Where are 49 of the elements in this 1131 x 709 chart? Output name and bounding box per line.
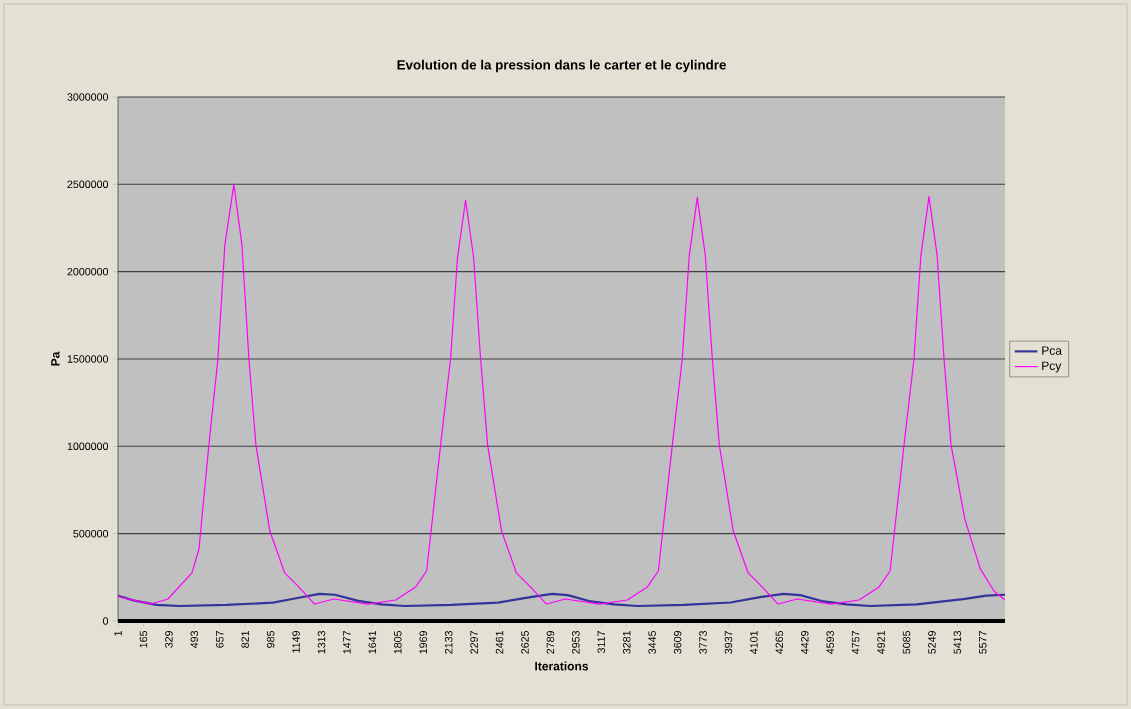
x-tick-label: 493 — [190, 630, 199, 649]
x-tick-label: 4101 — [750, 631, 758, 654]
line-series — [118, 592, 1005, 608]
y-tick-label: 0 — [102, 617, 109, 625]
legend-label: Pcy — [1042, 361, 1062, 373]
x-tick-label: 5413 — [953, 630, 962, 654]
y-axis-title: Pa — [51, 351, 60, 366]
x-tick-label: 2625 — [521, 630, 529, 654]
x-tick-label: 4429 — [801, 631, 809, 654]
x-tick-label: 1313 — [317, 630, 326, 654]
x-tick-label: 3773 — [699, 630, 707, 654]
y-tick-label: 1500000 — [67, 355, 109, 363]
x-tick-label: 985 — [266, 630, 275, 648]
x-tick-label: 1 — [114, 631, 122, 636]
y-tick-label: 2500000 — [67, 180, 109, 189]
y-tick-label: 1000000 — [67, 442, 109, 451]
x-tick-label: 5249 — [928, 631, 936, 654]
x-tick-label: 2953 — [572, 630, 580, 654]
y-tick-label: 500000 — [73, 529, 109, 538]
x-tick-label: 1477 — [343, 631, 351, 654]
x-axis-title: Iterations — [535, 661, 589, 671]
x-tick-label: 1805 — [394, 630, 402, 654]
x-tick-label: 5085 — [902, 630, 911, 654]
x-tick-label: 3281 — [622, 631, 631, 654]
x-tick-label: 2461 — [495, 631, 504, 654]
chart-title: Evolution de la pression dans le carter et le cylindre — [397, 59, 726, 73]
x-tick-label: 1641 — [368, 631, 377, 654]
x-tick-label: 657 — [215, 631, 224, 648]
x-tick-label: 165 — [139, 630, 148, 648]
y-tick-label: 2000000 — [67, 267, 109, 276]
x-tick-label: 5577 — [979, 631, 987, 654]
x-tick-label: 3117 — [597, 631, 606, 654]
x-tick-label: 4593 — [826, 630, 834, 654]
x-tick-label: 2133 — [444, 630, 453, 654]
x-tick-label: 2789 — [546, 631, 555, 654]
y-tick-label: 3000000 — [67, 93, 109, 101]
x-tick-label: 3937 — [724, 631, 733, 654]
x-tick-label: 3445 — [648, 630, 656, 654]
legend-label: Pca — [1042, 346, 1062, 355]
x-tick-label: 329 — [165, 631, 173, 648]
x-tick-label: 3609 — [673, 631, 682, 654]
line-series — [118, 183, 1005, 605]
x-tick-label: 821 — [241, 631, 249, 648]
x-tick-label: 4265 — [775, 630, 784, 654]
x-tick-label: 4921 — [877, 631, 885, 654]
x-tick-label: 2297 — [470, 631, 478, 654]
x-tick-label: 1969 — [419, 631, 428, 654]
x-tick-label: 4757 — [851, 631, 860, 654]
x-tick-label: 1149 — [292, 631, 300, 653]
